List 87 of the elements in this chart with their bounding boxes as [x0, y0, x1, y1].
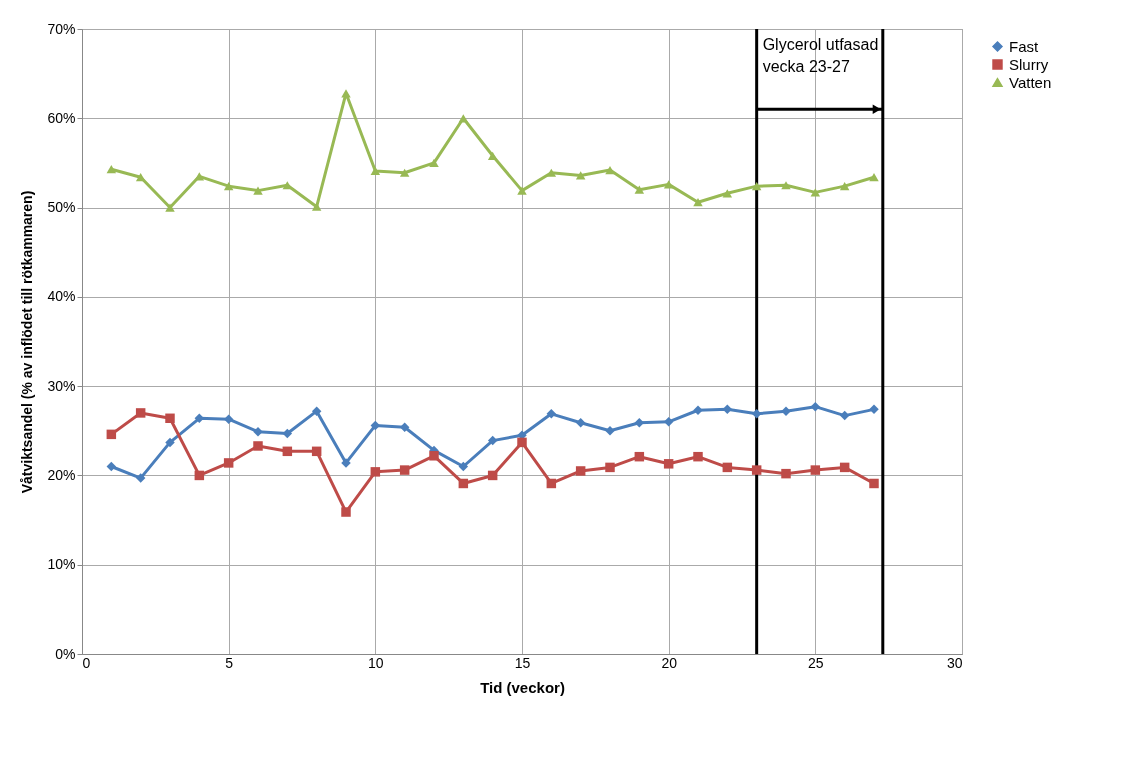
point: [693, 198, 703, 207]
y-tick-label: 60%: [47, 109, 76, 126]
point: [751, 182, 762, 191]
legend-label: Fast: [1009, 37, 1039, 55]
point: [869, 173, 879, 182]
point: [575, 466, 586, 476]
x-tick-label: 0: [82, 654, 91, 671]
y-tick-label: 20%: [47, 466, 76, 483]
point: [693, 451, 703, 462]
point: [458, 114, 469, 123]
point: [282, 446, 293, 457]
point: [223, 182, 234, 191]
legend-label: Slurry: [1009, 55, 1049, 73]
point: [517, 186, 527, 195]
point: [722, 189, 733, 198]
point: [781, 181, 791, 190]
point: [135, 173, 146, 182]
x-tick-label: 20: [661, 654, 678, 671]
point: [869, 478, 879, 489]
point: [253, 186, 263, 195]
point: [135, 473, 146, 483]
point: [751, 465, 762, 475]
point: [370, 420, 381, 431]
point: [311, 446, 322, 457]
point: [135, 408, 146, 418]
point: [810, 401, 821, 412]
point: [487, 435, 498, 446]
y-tick-label: 0%: [55, 645, 76, 662]
y-tick-label: 40%: [47, 288, 76, 305]
point: [810, 188, 821, 197]
point: [194, 470, 205, 481]
point: [194, 172, 205, 181]
point: [575, 171, 586, 180]
point: [722, 462, 733, 473]
x-tick-label: 10: [368, 654, 384, 671]
point: [106, 429, 117, 440]
point: [458, 461, 469, 472]
y-tick-label: 50%: [47, 199, 76, 216]
x-tick-label: 30: [946, 654, 963, 671]
point: [399, 465, 410, 475]
point: [223, 458, 234, 468]
point: [546, 478, 557, 489]
point: [341, 89, 351, 98]
point: [282, 428, 293, 439]
x-tick-label: 25: [808, 654, 824, 671]
point: [106, 165, 117, 174]
point: [605, 165, 615, 175]
point: [663, 180, 674, 189]
point: [546, 409, 557, 419]
x-tick-label: 15: [514, 654, 531, 671]
point: [253, 441, 263, 451]
point: [165, 437, 175, 448]
y-axis-title: Våtviktsandel (% av inflödet till rötkammaren): [19, 190, 36, 494]
point: [634, 185, 645, 194]
point: [487, 151, 498, 160]
point: [839, 462, 850, 473]
point: [663, 459, 674, 469]
point: [517, 437, 527, 448]
point: [370, 467, 381, 477]
point: [605, 462, 615, 473]
point: [429, 158, 439, 168]
point: [341, 507, 351, 517]
point: [869, 404, 879, 415]
point: [634, 451, 645, 462]
point: [311, 406, 322, 416]
point: [165, 413, 175, 424]
y-tick-label: 70%: [47, 20, 76, 37]
point: [781, 468, 791, 479]
point: [575, 418, 586, 428]
point: [487, 470, 498, 481]
x-axis-title: Tid (veckor): [480, 678, 565, 696]
point: [253, 426, 263, 437]
y-tick-label: 10%: [47, 556, 76, 573]
x-tick-label: 5: [225, 654, 234, 671]
point: [546, 168, 557, 177]
point: [839, 410, 850, 421]
y-tick-label: 30%: [47, 377, 76, 394]
legend-label: Vatten: [1009, 73, 1052, 91]
point: [165, 203, 175, 212]
point: [370, 166, 381, 176]
point: [810, 465, 821, 475]
point: [458, 478, 469, 489]
point: [429, 451, 439, 461]
point: [399, 168, 410, 177]
point: [106, 461, 117, 472]
point: [839, 182, 850, 191]
annotation: Glycerol utfasad vecka 23-27: [762, 36, 879, 75]
